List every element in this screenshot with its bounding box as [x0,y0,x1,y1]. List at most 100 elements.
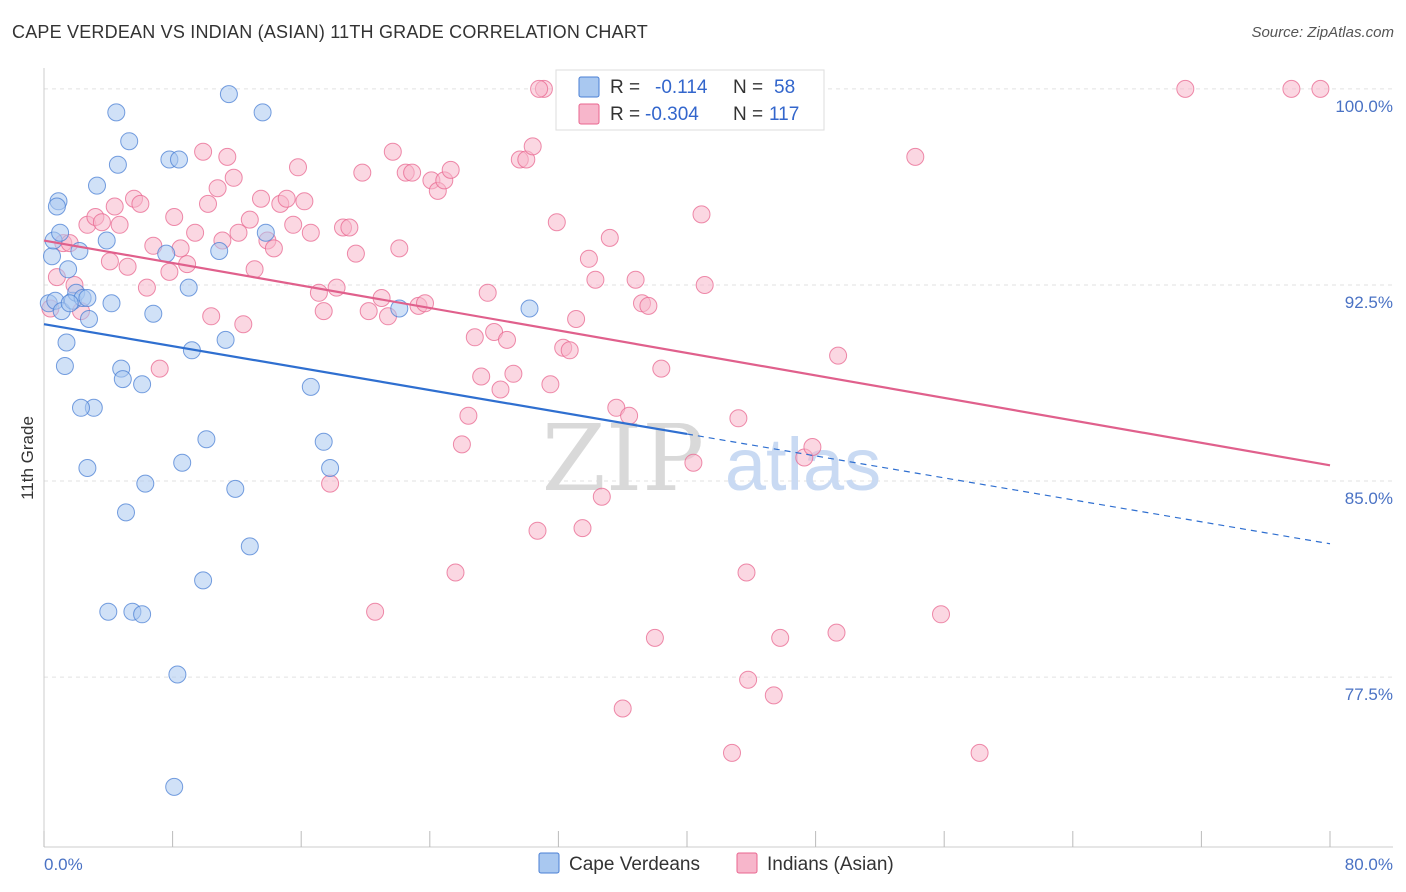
cape-verdean-point-45 [226,479,245,498]
indian-asian-point-74 [504,364,523,383]
indian-asian-point-8 [92,213,111,232]
indian-asian-point-91 [613,699,632,718]
cape-verdean-point-41 [197,430,216,449]
indian-asian-point-51 [359,302,378,321]
indian-asian-point-87 [586,270,605,289]
cape-verdean-point-42 [210,242,229,260]
indian-asian-point-31 [234,315,253,334]
indian-asian-point-39 [284,215,303,234]
cape-verdean-point-55 [60,294,79,313]
series-label-indians-asian: Indians (Asian) [767,854,894,875]
indian-asian-point-48 [340,218,359,237]
indian-asian-point-58 [403,163,422,182]
correlation-legend: R = -0.114 N = 58 R = -0.304 N = 117 [555,69,825,131]
cape-verdean-point-43 [216,330,235,349]
indian-asian-point-22 [186,223,205,242]
indian-asian-point-64 [441,160,460,179]
indian-asian-point-10 [105,197,124,216]
cape-verdean-point-40 [194,571,213,590]
cape-verdean-point-21 [107,103,126,122]
indian-asian-point-102 [729,409,748,428]
indian-asian-point-88 [592,487,611,506]
cape-verdean-point-57 [47,197,66,216]
cape-verdeans-points [39,85,539,796]
x-axis-ticks [43,831,1331,847]
cape-verdean-point-44 [219,85,238,104]
legend-n-label-blue: N = [733,77,763,98]
y-tick-label-1: 92.5% [1345,293,1393,312]
series-legend: Cape Verdeans Indians (Asian) [538,852,894,875]
indian-asian-point-55 [383,142,402,161]
indian-asian-point-85 [573,519,592,538]
indian-asian-point-66 [452,435,471,454]
indian-asian-point-113 [970,743,989,762]
indian-asian-point-92 [620,406,639,425]
source-label: Source: ZipAtlas.com [1251,24,1394,41]
trend-line-cape-verdeans-extrapolated [686,433,1331,545]
legend-r-label-pink: R = [610,104,640,125]
legend-n-value-pink: 117 [769,104,799,125]
cape-verdean-point-51 [321,459,340,477]
indian-asian-point-67 [459,406,478,425]
cape-verdean-point-49 [301,377,320,396]
indian-asian-point-109 [827,623,846,642]
indian-asian-point-111 [906,147,925,166]
cape-verdean-point-37 [173,453,192,472]
cape-verdean-point-38 [179,278,198,297]
cape-verdean-point-53 [520,299,539,318]
indian-asian-point-96 [645,628,664,647]
indian-asian-point-98 [684,453,703,472]
indian-asian-point-26 [208,179,227,198]
indian-asian-point-9 [100,252,119,271]
indian-asian-point-83 [560,341,579,360]
indian-asian-point-69 [472,367,491,386]
cape-verdean-point-36 [170,150,188,169]
indian-asian-point-15 [137,278,156,297]
indian-asian-point-105 [764,686,783,705]
cape-verdean-point-31 [144,304,163,323]
indian-asian-point-100 [695,276,714,294]
series-label-cape-verdeans: Cape Verdeans [569,854,700,875]
indian-asian-point-68 [465,328,484,347]
cape-verdean-point-47 [253,103,272,122]
cape-verdean-point-6 [55,357,74,375]
legend-swatch-blue [578,76,600,98]
indian-asian-point-110 [829,346,848,365]
cape-verdean-point-30 [136,474,155,493]
indian-asian-point-86 [579,249,598,268]
indian-asian-point-19 [165,208,184,226]
indian-asian-point-84 [567,310,586,328]
indian-asian-point-89 [600,228,619,247]
indian-asian-point-14 [131,194,150,213]
indian-asian-point-65 [446,563,465,582]
cape-verdean-point-29 [133,375,152,394]
indian-asian-point-73 [498,330,516,349]
indian-asian-point-11 [110,215,129,234]
indian-asian-point-95 [639,296,658,315]
indian-asian-point-116 [1311,79,1330,98]
cape-verdean-point-7 [57,333,76,352]
indian-asian-point-56 [390,239,409,258]
indian-asian-point-38 [277,189,296,208]
trend-line-indians-asian [43,239,1331,467]
legend-r-value-pink: -0.304 [645,104,699,125]
indian-asian-point-118 [530,79,549,98]
cape-verdean-point-28 [133,605,152,624]
indian-asian-point-45 [321,474,340,493]
indian-asian-point-24 [199,194,217,213]
indian-asian-point-106 [771,628,790,647]
cape-verdean-point-46 [240,537,259,556]
indian-asian-point-42 [301,223,320,242]
indian-asian-point-78 [528,521,547,540]
cape-verdean-point-1 [43,247,61,266]
indian-asian-point-50 [353,163,372,182]
legend-box [555,69,825,131]
indian-asian-point-97 [652,359,671,378]
indian-asian-point-32 [240,210,259,229]
indian-asian-point-71 [485,323,504,341]
indian-asian-point-101 [723,743,741,762]
cape-verdean-point-54 [51,223,70,242]
indian-asian-point-34 [252,189,270,208]
cape-verdean-point-19 [97,231,116,250]
indian-asian-point-44 [314,302,333,321]
